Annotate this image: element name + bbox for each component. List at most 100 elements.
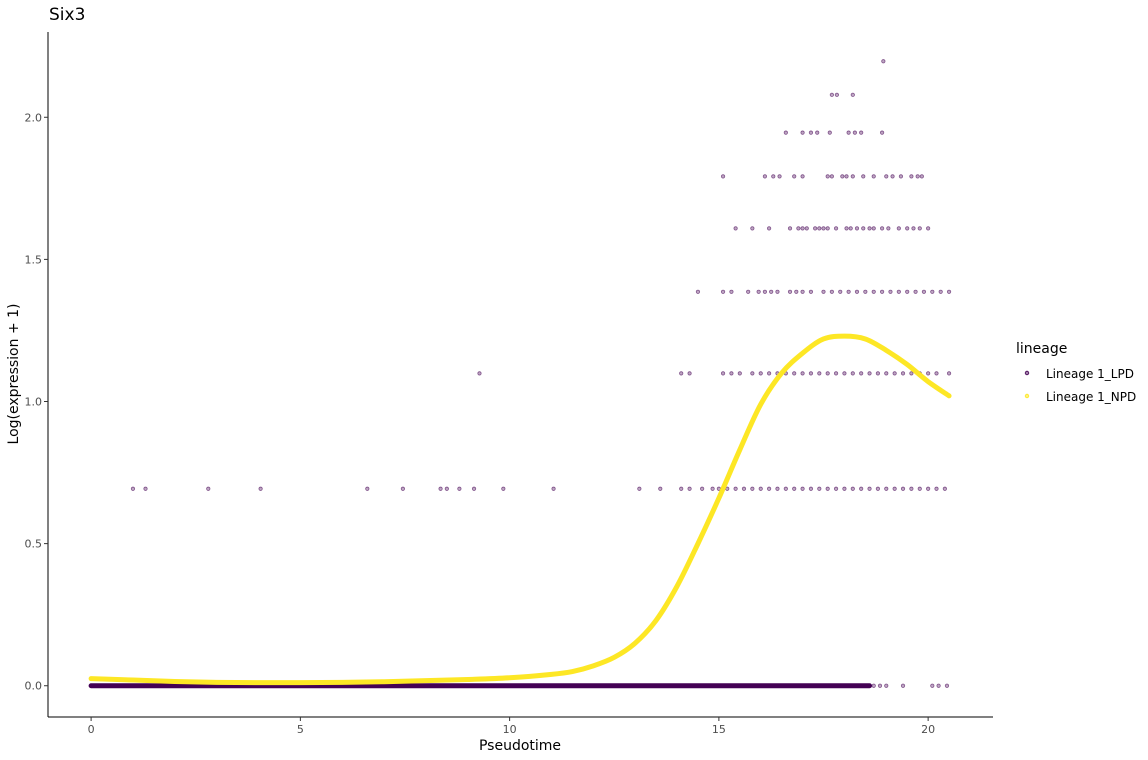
data-point xyxy=(871,226,876,231)
data-point xyxy=(863,289,868,294)
data-point xyxy=(808,130,814,135)
y-tick-label: 1.5 xyxy=(25,253,43,266)
y-tick-label: 2.0 xyxy=(25,111,43,124)
data-point xyxy=(438,486,443,491)
data-point xyxy=(915,174,920,179)
data-point xyxy=(825,226,830,231)
data-point xyxy=(859,130,864,135)
data-point xyxy=(783,486,788,491)
legend: lineage Lineage 1_LPD Lineage 1_NPD xyxy=(1016,341,1136,404)
y-axis-ticks: 0.0 0.5 1.0 1.5 2.0 xyxy=(25,111,48,693)
data-point xyxy=(471,486,477,491)
data-point xyxy=(898,174,904,179)
y-axis-title: Log(expression + 1) xyxy=(6,304,22,445)
data-point xyxy=(720,371,726,376)
data-point xyxy=(800,371,805,376)
data-point xyxy=(130,486,136,491)
data-point xyxy=(859,486,864,491)
data-point xyxy=(879,289,885,294)
data-point xyxy=(687,371,692,376)
data-point xyxy=(900,486,906,491)
data-point xyxy=(750,371,755,376)
data-point xyxy=(400,486,405,491)
data-point xyxy=(911,226,916,231)
data-point xyxy=(792,371,797,376)
data-point xyxy=(867,486,872,491)
data-point xyxy=(946,289,952,294)
data-point xyxy=(800,486,805,491)
curve-layer xyxy=(88,333,952,686)
data-point xyxy=(679,486,684,491)
data-point xyxy=(930,289,935,294)
data-point xyxy=(658,486,663,491)
data-point xyxy=(905,289,910,294)
data-point xyxy=(758,486,763,491)
data-point xyxy=(892,486,897,491)
data-point xyxy=(817,226,822,231)
data-point xyxy=(729,289,734,294)
data-point xyxy=(700,486,705,491)
data-point xyxy=(825,486,830,491)
data-point xyxy=(771,174,776,179)
data-point xyxy=(695,289,701,294)
data-point xyxy=(800,130,805,135)
data-point xyxy=(258,486,263,491)
data-point xyxy=(844,226,849,231)
data-point xyxy=(829,92,834,97)
data-point xyxy=(900,371,906,376)
data-point xyxy=(687,486,692,491)
data-point xyxy=(143,486,148,491)
data-point xyxy=(926,226,931,231)
data-point xyxy=(852,130,857,135)
data-point xyxy=(871,174,876,179)
data-point xyxy=(900,683,906,688)
data-point xyxy=(867,226,872,231)
data-point xyxy=(762,289,768,294)
data-point xyxy=(829,174,834,179)
data-point xyxy=(871,683,876,688)
data-point xyxy=(821,289,826,294)
data-point xyxy=(892,371,897,376)
data-point xyxy=(846,289,851,294)
data-point xyxy=(551,486,556,491)
data-point xyxy=(750,226,755,231)
data-point xyxy=(808,371,814,376)
data-point xyxy=(804,226,809,231)
data-point xyxy=(884,174,889,179)
data-point xyxy=(896,226,901,231)
data-point xyxy=(942,486,947,491)
chart-title: Six3 xyxy=(49,5,85,25)
data-point xyxy=(850,486,855,491)
data-point xyxy=(833,486,839,491)
data-point xyxy=(919,174,924,179)
data-point xyxy=(827,130,832,135)
data-point xyxy=(867,371,872,376)
data-point xyxy=(936,683,941,688)
data-point xyxy=(758,371,763,376)
data-point xyxy=(477,371,482,376)
data-point xyxy=(766,486,772,491)
points-layer xyxy=(130,59,952,688)
data-point xyxy=(884,486,889,491)
data-point xyxy=(813,226,818,231)
data-point xyxy=(850,371,855,376)
data-point xyxy=(825,371,830,376)
data-point xyxy=(861,226,866,231)
data-point xyxy=(846,130,851,135)
legend-label-lineage-1-npd: Lineage 1_NPD xyxy=(1046,390,1136,404)
data-point xyxy=(808,289,814,294)
data-point xyxy=(729,371,734,376)
data-point xyxy=(762,174,768,179)
data-point xyxy=(792,486,797,491)
x-axis-title: Pseudotime xyxy=(479,738,561,754)
data-point xyxy=(815,130,820,135)
data-point xyxy=(817,486,822,491)
data-point xyxy=(796,226,801,231)
data-point xyxy=(746,289,751,294)
data-point xyxy=(875,486,881,491)
data-point xyxy=(842,371,847,376)
data-point xyxy=(444,486,449,491)
data-point xyxy=(930,683,935,688)
data-point xyxy=(913,289,918,294)
data-point xyxy=(710,486,715,491)
